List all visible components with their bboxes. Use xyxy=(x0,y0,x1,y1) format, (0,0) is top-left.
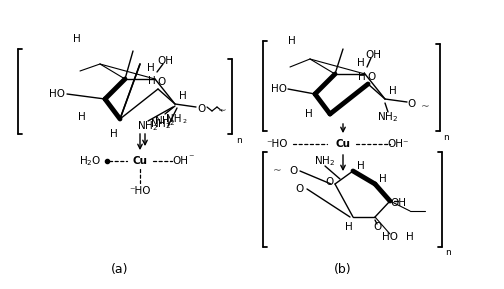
Text: H: H xyxy=(179,91,187,101)
Text: O: O xyxy=(408,99,416,109)
Text: n: n xyxy=(445,248,451,257)
Text: H: H xyxy=(73,34,81,44)
Text: O: O xyxy=(373,222,381,232)
Text: H: H xyxy=(305,109,313,119)
Text: ⁻HO: ⁻HO xyxy=(266,139,288,149)
Text: NH$_2$: NH$_2$ xyxy=(154,114,175,128)
Text: H: H xyxy=(379,174,387,184)
Text: H: H xyxy=(357,161,365,171)
Text: ~: ~ xyxy=(421,102,429,112)
Text: n: n xyxy=(443,133,449,142)
Text: ~: ~ xyxy=(218,106,226,116)
Text: OH: OH xyxy=(390,198,406,208)
Text: OH: OH xyxy=(157,56,173,66)
Text: HO: HO xyxy=(49,89,65,99)
Text: Cu: Cu xyxy=(133,156,148,166)
Text: ⁻: ⁻ xyxy=(188,153,194,163)
Text: H: H xyxy=(110,129,118,139)
Text: HO: HO xyxy=(382,232,398,242)
Text: ⁻HO: ⁻HO xyxy=(129,186,151,196)
Text: O: O xyxy=(368,72,376,82)
Text: H: H xyxy=(358,72,366,82)
Text: ~: ~ xyxy=(273,166,281,176)
Text: H: H xyxy=(148,76,156,86)
Text: NH: NH xyxy=(166,114,181,124)
Text: NH$_2$: NH$_2$ xyxy=(314,154,336,168)
Text: OH: OH xyxy=(365,50,381,60)
Text: H: H xyxy=(357,58,365,68)
Text: O: O xyxy=(197,104,205,114)
Text: H: H xyxy=(389,86,397,96)
Text: O: O xyxy=(325,177,333,187)
Text: H: H xyxy=(78,112,86,122)
Text: n: n xyxy=(236,136,242,145)
Text: OH⁻: OH⁻ xyxy=(387,139,409,149)
Text: O: O xyxy=(289,166,297,176)
Text: O: O xyxy=(296,184,304,194)
Text: NH$_2$: NH$_2$ xyxy=(150,117,171,131)
Text: H: H xyxy=(406,232,414,242)
Text: NH$_2$: NH$_2$ xyxy=(138,119,159,133)
Text: NH$_2$: NH$_2$ xyxy=(377,110,399,124)
Text: Cu: Cu xyxy=(336,139,350,149)
Text: H: H xyxy=(288,36,296,46)
Text: $_2$: $_2$ xyxy=(182,118,187,127)
Text: (a): (a) xyxy=(111,262,129,275)
Text: H: H xyxy=(345,222,353,232)
Text: H: H xyxy=(147,63,155,73)
Text: HO: HO xyxy=(271,84,287,94)
Text: (b): (b) xyxy=(334,262,352,275)
Text: H$_2$O: H$_2$O xyxy=(79,154,101,168)
Text: O: O xyxy=(158,77,166,87)
Text: OH: OH xyxy=(172,156,188,166)
